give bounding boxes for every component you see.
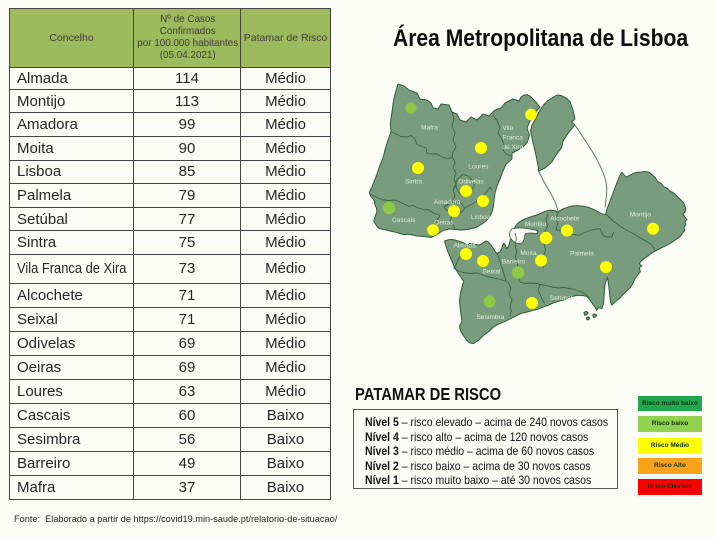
svg-text:Sesimbra: Sesimbra: [477, 314, 505, 321]
svg-text:Loures: Loures: [468, 164, 489, 171]
svg-text:Franca: Franca: [502, 135, 523, 142]
svg-text:Palmela: Palmela: [570, 250, 594, 257]
svg-text:Lisboa: Lisboa: [471, 214, 491, 221]
svg-text:Setúbal: Setúbal: [550, 295, 573, 302]
svg-text:Barreiro: Barreiro: [502, 259, 526, 266]
svg-text:Cascais: Cascais: [392, 217, 416, 224]
svg-text:Montijo: Montijo: [525, 221, 547, 228]
svg-text:Amadora: Amadora: [434, 199, 461, 206]
svg-text:Montijo: Montijo: [630, 211, 652, 218]
svg-text:Mafra: Mafra: [421, 124, 438, 131]
svg-text:Almada: Almada: [453, 242, 476, 249]
svg-text:Moita: Moita: [520, 250, 536, 257]
svg-text:Alcochete: Alcochete: [550, 216, 579, 223]
svg-text:Odivelas: Odivelas: [458, 178, 484, 185]
svg-text:Sintra: Sintra: [405, 179, 423, 186]
svg-text:Oeiras: Oeiras: [434, 219, 454, 226]
svg-text:Vila: Vila: [502, 125, 513, 132]
svg-text:Seixal: Seixal: [482, 268, 500, 275]
svg-text:de Xira: de Xira: [502, 144, 523, 151]
